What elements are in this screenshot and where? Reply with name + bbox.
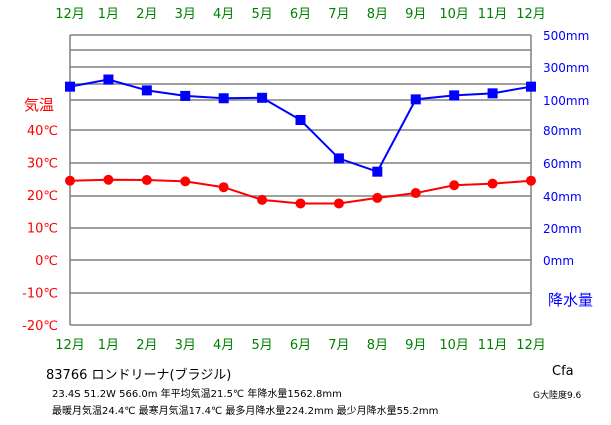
precipitation-tick-label: 0mm [543, 254, 574, 268]
month-label: 1月 [98, 7, 119, 22]
month-label: 12月 [55, 7, 85, 22]
month-label: 12月 [55, 338, 85, 353]
precipitation-point [295, 115, 306, 125]
precipitation-tick-label: 20mm [543, 222, 582, 236]
month-label: 4月 [213, 7, 234, 22]
precipitation-point [218, 93, 229, 104]
month-labels: 12月 12月 1月 1月 2月 2月 3月 3月 4月 4月 5月 5月 6月 6月 7月 7月 8月 8月 9月… [55, 7, 546, 353]
month-label: 5月 [251, 338, 272, 353]
month-label: 12月 [516, 7, 546, 22]
precipitation-point [449, 90, 460, 101]
temperature-point [372, 192, 383, 203]
precipitation-point [410, 94, 421, 105]
temperature-tick-label: 30℃ [27, 157, 58, 172]
continentality-index: G大陸度9.6 [533, 391, 582, 401]
temperature-point [487, 178, 498, 189]
month-label: 11月 [478, 7, 508, 22]
precipitation-point [487, 88, 498, 99]
precipitation-point [333, 153, 344, 164]
temperature-point [526, 175, 536, 186]
month-label: 11月 [478, 338, 508, 353]
month-label: 10月 [439, 338, 469, 353]
precipitation-point [526, 81, 536, 92]
temperature-point [410, 188, 421, 199]
precipitation-point [257, 92, 268, 103]
temperature-point [333, 198, 344, 209]
month-label: 8月 [367, 7, 388, 22]
month-label: 3月 [175, 7, 196, 22]
temperature-point [218, 182, 229, 193]
temperature-tick-label: 20℃ [27, 189, 58, 204]
month-label: 5月 [251, 7, 272, 22]
precipitation-tick-label: 80mm [543, 124, 582, 138]
precipitation-tick-label: 100mm [543, 94, 589, 108]
month-label: 1月 [98, 338, 119, 353]
precipitation-point [372, 166, 383, 177]
month-label: 8月 [367, 338, 388, 353]
temperature-point [449, 180, 460, 191]
temperature-point [141, 175, 152, 186]
precipitation-tick-label: 60mm [543, 157, 582, 171]
temperature-tick-label: 10℃ [27, 222, 58, 237]
temperature-point [180, 176, 191, 187]
temperature-point [103, 174, 114, 185]
month-label: 6月 [290, 338, 311, 353]
month-label: 3月 [175, 338, 196, 353]
month-label: 9月 [405, 338, 426, 353]
precipitation-tick-label: 300mm [543, 61, 589, 75]
temperature-tick-label: -20℃ [22, 319, 58, 334]
precipitation-point [141, 85, 152, 96]
month-label: 2月 [136, 338, 157, 353]
temperature-tick-label: 0℃ [35, 254, 58, 269]
temperature-tick-label: 40℃ [27, 124, 58, 139]
temperature-point [65, 175, 75, 186]
month-label: 7月 [328, 338, 349, 353]
gridlines [69, 34, 532, 326]
temperature-tick-label: -10℃ [22, 287, 58, 302]
month-label: 7月 [328, 7, 349, 22]
month-label: 12月 [516, 338, 546, 353]
precipitation-point [180, 90, 191, 101]
temperature-point [257, 194, 268, 205]
series-layer [65, 74, 536, 209]
temperature-axis-label: 気温 [24, 96, 54, 114]
station-extremes: 最暖月気温24.4℃ 最寒月気温17.4℃ 最多月降水量224.2mm 最少月降… [52, 406, 439, 417]
station-name: 83766 ロンドリーナ(ブラジル) [46, 368, 232, 383]
temperature-point [295, 198, 306, 209]
precipitation-axis-label: 降水量 [548, 291, 593, 309]
precipitation-axis-ticks: 500mm 300mm 100mm 80mm 60mm 40mm 20mm 0mm [543, 29, 589, 268]
precipitation-tick-label: 40mm [543, 190, 582, 204]
precipitation-point [103, 74, 114, 85]
station-summary: 23.4S 51.2W 566.0m 年平均気温21.5℃ 年降水量1562.8… [52, 389, 342, 400]
month-label: 10月 [439, 7, 469, 22]
month-label: 6月 [290, 7, 311, 22]
month-label: 4月 [213, 338, 234, 353]
precipitation-tick-label: 500mm [543, 29, 589, 43]
climate-class: Cfa [552, 364, 574, 379]
temperature-axis-ticks: 40℃ 30℃ 20℃ 10℃ 0℃ -10℃ -20℃ [22, 124, 58, 334]
precipitation-point [65, 81, 75, 92]
month-label: 2月 [136, 7, 157, 22]
month-label: 9月 [405, 7, 426, 22]
